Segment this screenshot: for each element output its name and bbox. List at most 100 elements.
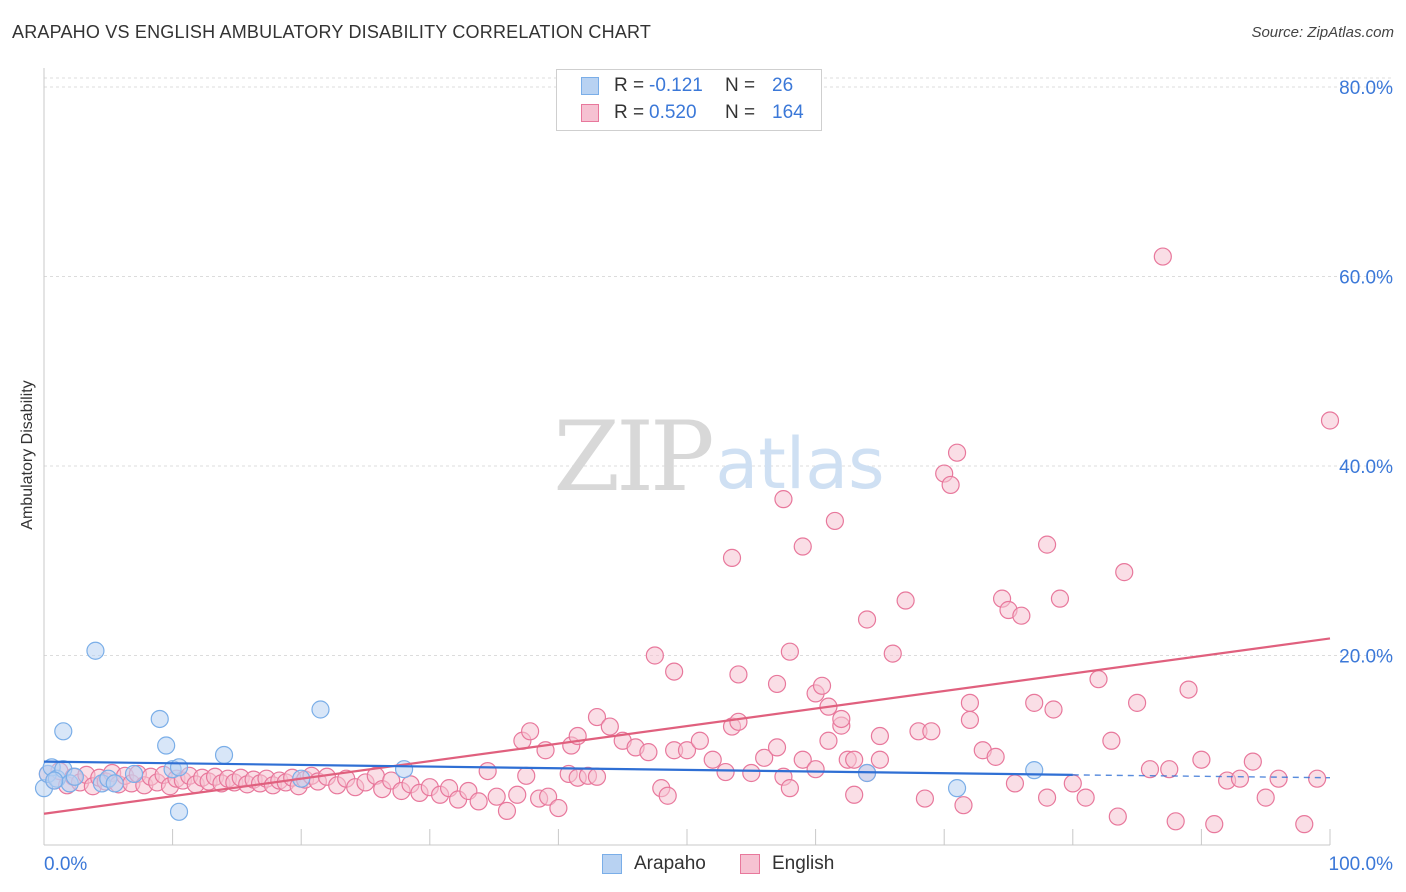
english-point <box>1076 788 1095 807</box>
english-point <box>742 763 761 783</box>
english-point <box>780 779 799 798</box>
english-point <box>1153 247 1172 266</box>
english-point <box>941 475 960 495</box>
r-value-english: 0.520 <box>649 102 697 123</box>
english-point <box>1063 774 1082 793</box>
watermark-zip: ZIP <box>553 401 712 513</box>
arapaho-point <box>947 779 967 798</box>
english-point <box>1108 807 1127 826</box>
english-point <box>1050 589 1070 608</box>
english-point <box>1179 680 1198 699</box>
english-point <box>915 789 935 808</box>
arapaho-points <box>34 641 1044 821</box>
arapaho-point <box>1025 761 1044 780</box>
english-point <box>832 709 851 729</box>
english-point <box>1308 769 1327 788</box>
english-point <box>729 665 748 684</box>
english-point <box>478 761 497 781</box>
english-point <box>1012 606 1031 625</box>
r-label: R = <box>614 75 645 96</box>
english-point <box>755 748 774 767</box>
arapaho-point <box>311 700 330 719</box>
english-point <box>793 537 812 556</box>
english-trend-line <box>43 637 1331 815</box>
stats-legend: R = -0.121 N = 26 R = 0.520 N = 164 <box>556 69 822 131</box>
arapaho-point <box>45 771 64 790</box>
arapaho-swatch <box>581 77 599 95</box>
gridlines <box>44 77 1394 656</box>
english-swatch <box>581 104 599 122</box>
chart-title: ARAPAHO VS ENGLISH AMBULATORY DISABILITY… <box>12 22 652 42</box>
axes <box>43 68 1331 846</box>
english-point <box>870 750 890 769</box>
y-tick-label: 80.0% <box>1339 78 1393 99</box>
english-point <box>767 674 787 694</box>
english-point <box>703 750 722 769</box>
english-point <box>1140 760 1160 779</box>
english-point <box>690 731 709 750</box>
english-point <box>1230 769 1250 788</box>
arapaho-trend-extension <box>1072 774 1331 779</box>
english-point <box>780 642 799 661</box>
english-point <box>587 707 607 727</box>
x-tick-label: 100.0% <box>1329 854 1394 875</box>
english-point <box>677 741 697 760</box>
arapaho-point <box>214 745 234 765</box>
english-point <box>1243 752 1262 771</box>
arapaho-point <box>150 709 169 729</box>
r-label: R = <box>614 102 645 123</box>
english-point <box>1320 411 1340 430</box>
english-point <box>1044 700 1063 719</box>
english-point <box>521 722 540 741</box>
watermark-atlas: atlas <box>715 423 884 505</box>
arapaho-point <box>124 764 144 784</box>
arapaho-point <box>86 641 105 660</box>
english-point <box>1295 815 1314 834</box>
arapaho-legend-label: Arapaho <box>634 853 706 874</box>
english-point <box>1256 788 1275 807</box>
english-point <box>812 676 832 695</box>
n-label: N = <box>725 102 756 123</box>
english-point <box>587 767 607 786</box>
english-point <box>922 722 941 741</box>
arapaho-point <box>54 722 73 741</box>
english-point <box>947 443 967 462</box>
arapaho-point <box>169 758 189 777</box>
english-point <box>806 760 825 779</box>
english-point <box>1127 693 1147 712</box>
english-point <box>954 796 973 815</box>
english-point <box>845 785 864 804</box>
arapaho-point <box>169 802 189 821</box>
english-point <box>487 787 506 806</box>
english-point <box>729 712 748 731</box>
english-point <box>960 710 980 730</box>
english-point <box>1089 670 1108 689</box>
english-point <box>517 766 536 785</box>
tick-labels: 20.0% 40.0% 60.0% 80.0% 0.0% 100.0% <box>44 78 1393 875</box>
english-point <box>767 738 787 757</box>
english-point <box>857 610 877 629</box>
english-point <box>845 750 864 769</box>
english-point <box>658 786 677 805</box>
english-point <box>1205 815 1224 834</box>
arapaho-point <box>65 767 84 786</box>
english-point <box>722 548 742 567</box>
english-point <box>1037 788 1057 807</box>
english-point <box>497 801 517 820</box>
english-point <box>716 762 735 782</box>
trend-lines <box>43 637 1331 815</box>
english-point <box>539 787 558 806</box>
english-point <box>639 743 658 762</box>
n-value-arapaho: 26 <box>772 75 794 96</box>
english-point <box>1166 812 1185 831</box>
english-point <box>1115 563 1134 582</box>
english-point <box>793 750 812 769</box>
y-tick-label: 20.0% <box>1339 646 1393 667</box>
chart-source: Source: ZipAtlas.com <box>1251 24 1394 41</box>
english-point <box>1269 769 1288 788</box>
english-legend-swatch <box>740 854 760 874</box>
english-point <box>960 693 980 712</box>
x-tick-label: 0.0% <box>44 854 87 875</box>
y-tick-label: 60.0% <box>1339 267 1393 288</box>
